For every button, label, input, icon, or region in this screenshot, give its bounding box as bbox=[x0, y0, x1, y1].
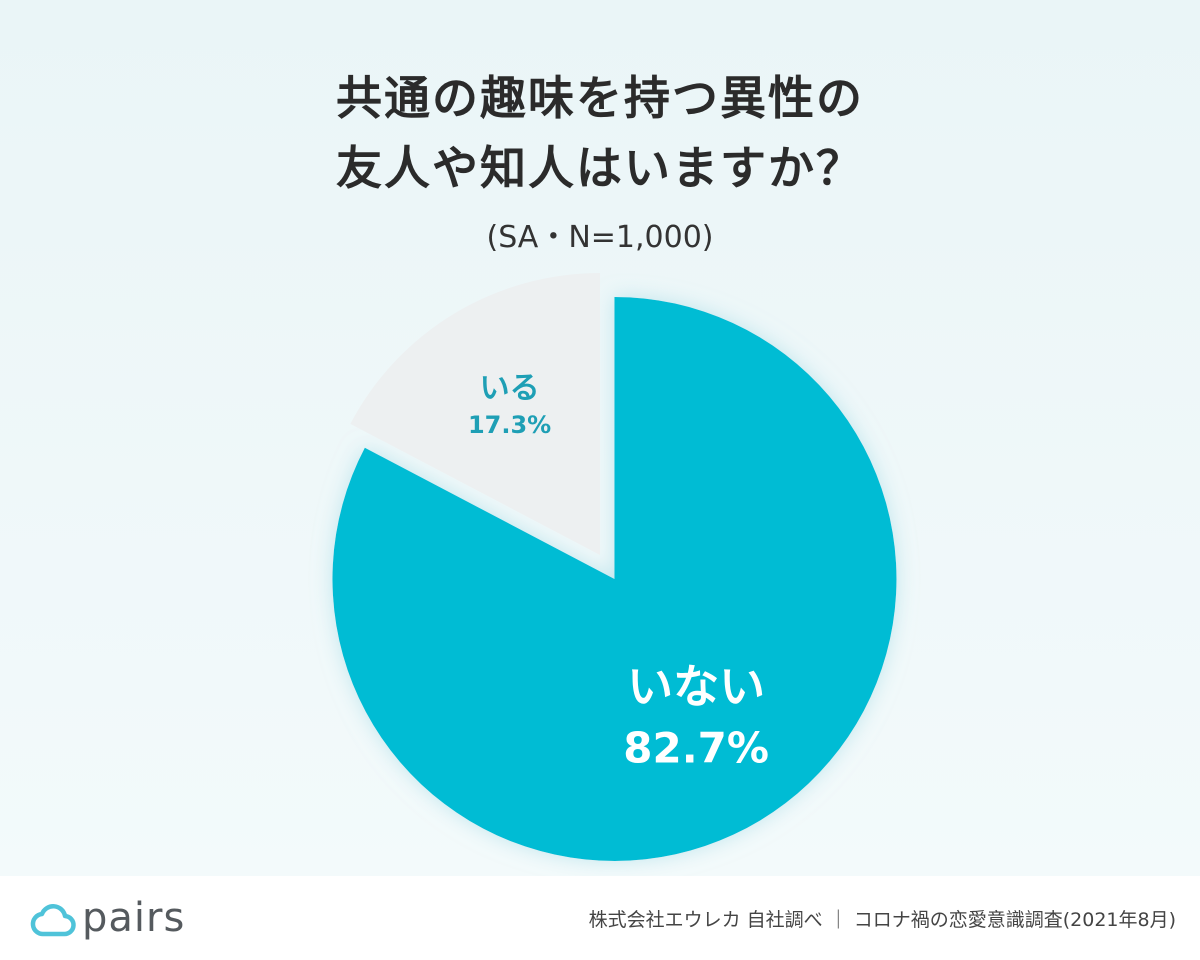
pie-slice-inai bbox=[332, 296, 897, 861]
pie-slices bbox=[332, 273, 897, 861]
pie-slice-iru bbox=[350, 273, 600, 555]
chart-title-line-2: 友人や知人はいますか？ bbox=[336, 141, 864, 195]
logo-text: pairs bbox=[82, 895, 186, 941]
slice-label-iru: いる bbox=[480, 371, 540, 406]
slice-value-inai: 82.7% bbox=[623, 723, 769, 772]
source-note: 株式会社エウレカ 自社調べ ｜ コロナ禍の恋愛意識調査(2021年8月) bbox=[588, 909, 1176, 931]
cloud-icon bbox=[30, 904, 76, 937]
slice-value-iru: 17.3% bbox=[468, 411, 551, 439]
pie-chart: いない 82.7% いる 17.3% bbox=[332, 273, 897, 861]
pie-labels: いない 82.7% いる 17.3% bbox=[468, 371, 769, 773]
chart-title-line-1: 共通の趣味を持つ異性の bbox=[336, 71, 864, 125]
chart-panel: 共通の趣味を持つ異性の 友人や知人はいますか？ (SA・N=1,000) いない… bbox=[0, 0, 1200, 876]
slice-label-inai: いない bbox=[627, 660, 765, 714]
pairs-logo: pairs bbox=[30, 890, 185, 950]
footer bbox=[0, 876, 1200, 960]
chart-subtitle: (SA・N=1,000) bbox=[486, 220, 714, 255]
